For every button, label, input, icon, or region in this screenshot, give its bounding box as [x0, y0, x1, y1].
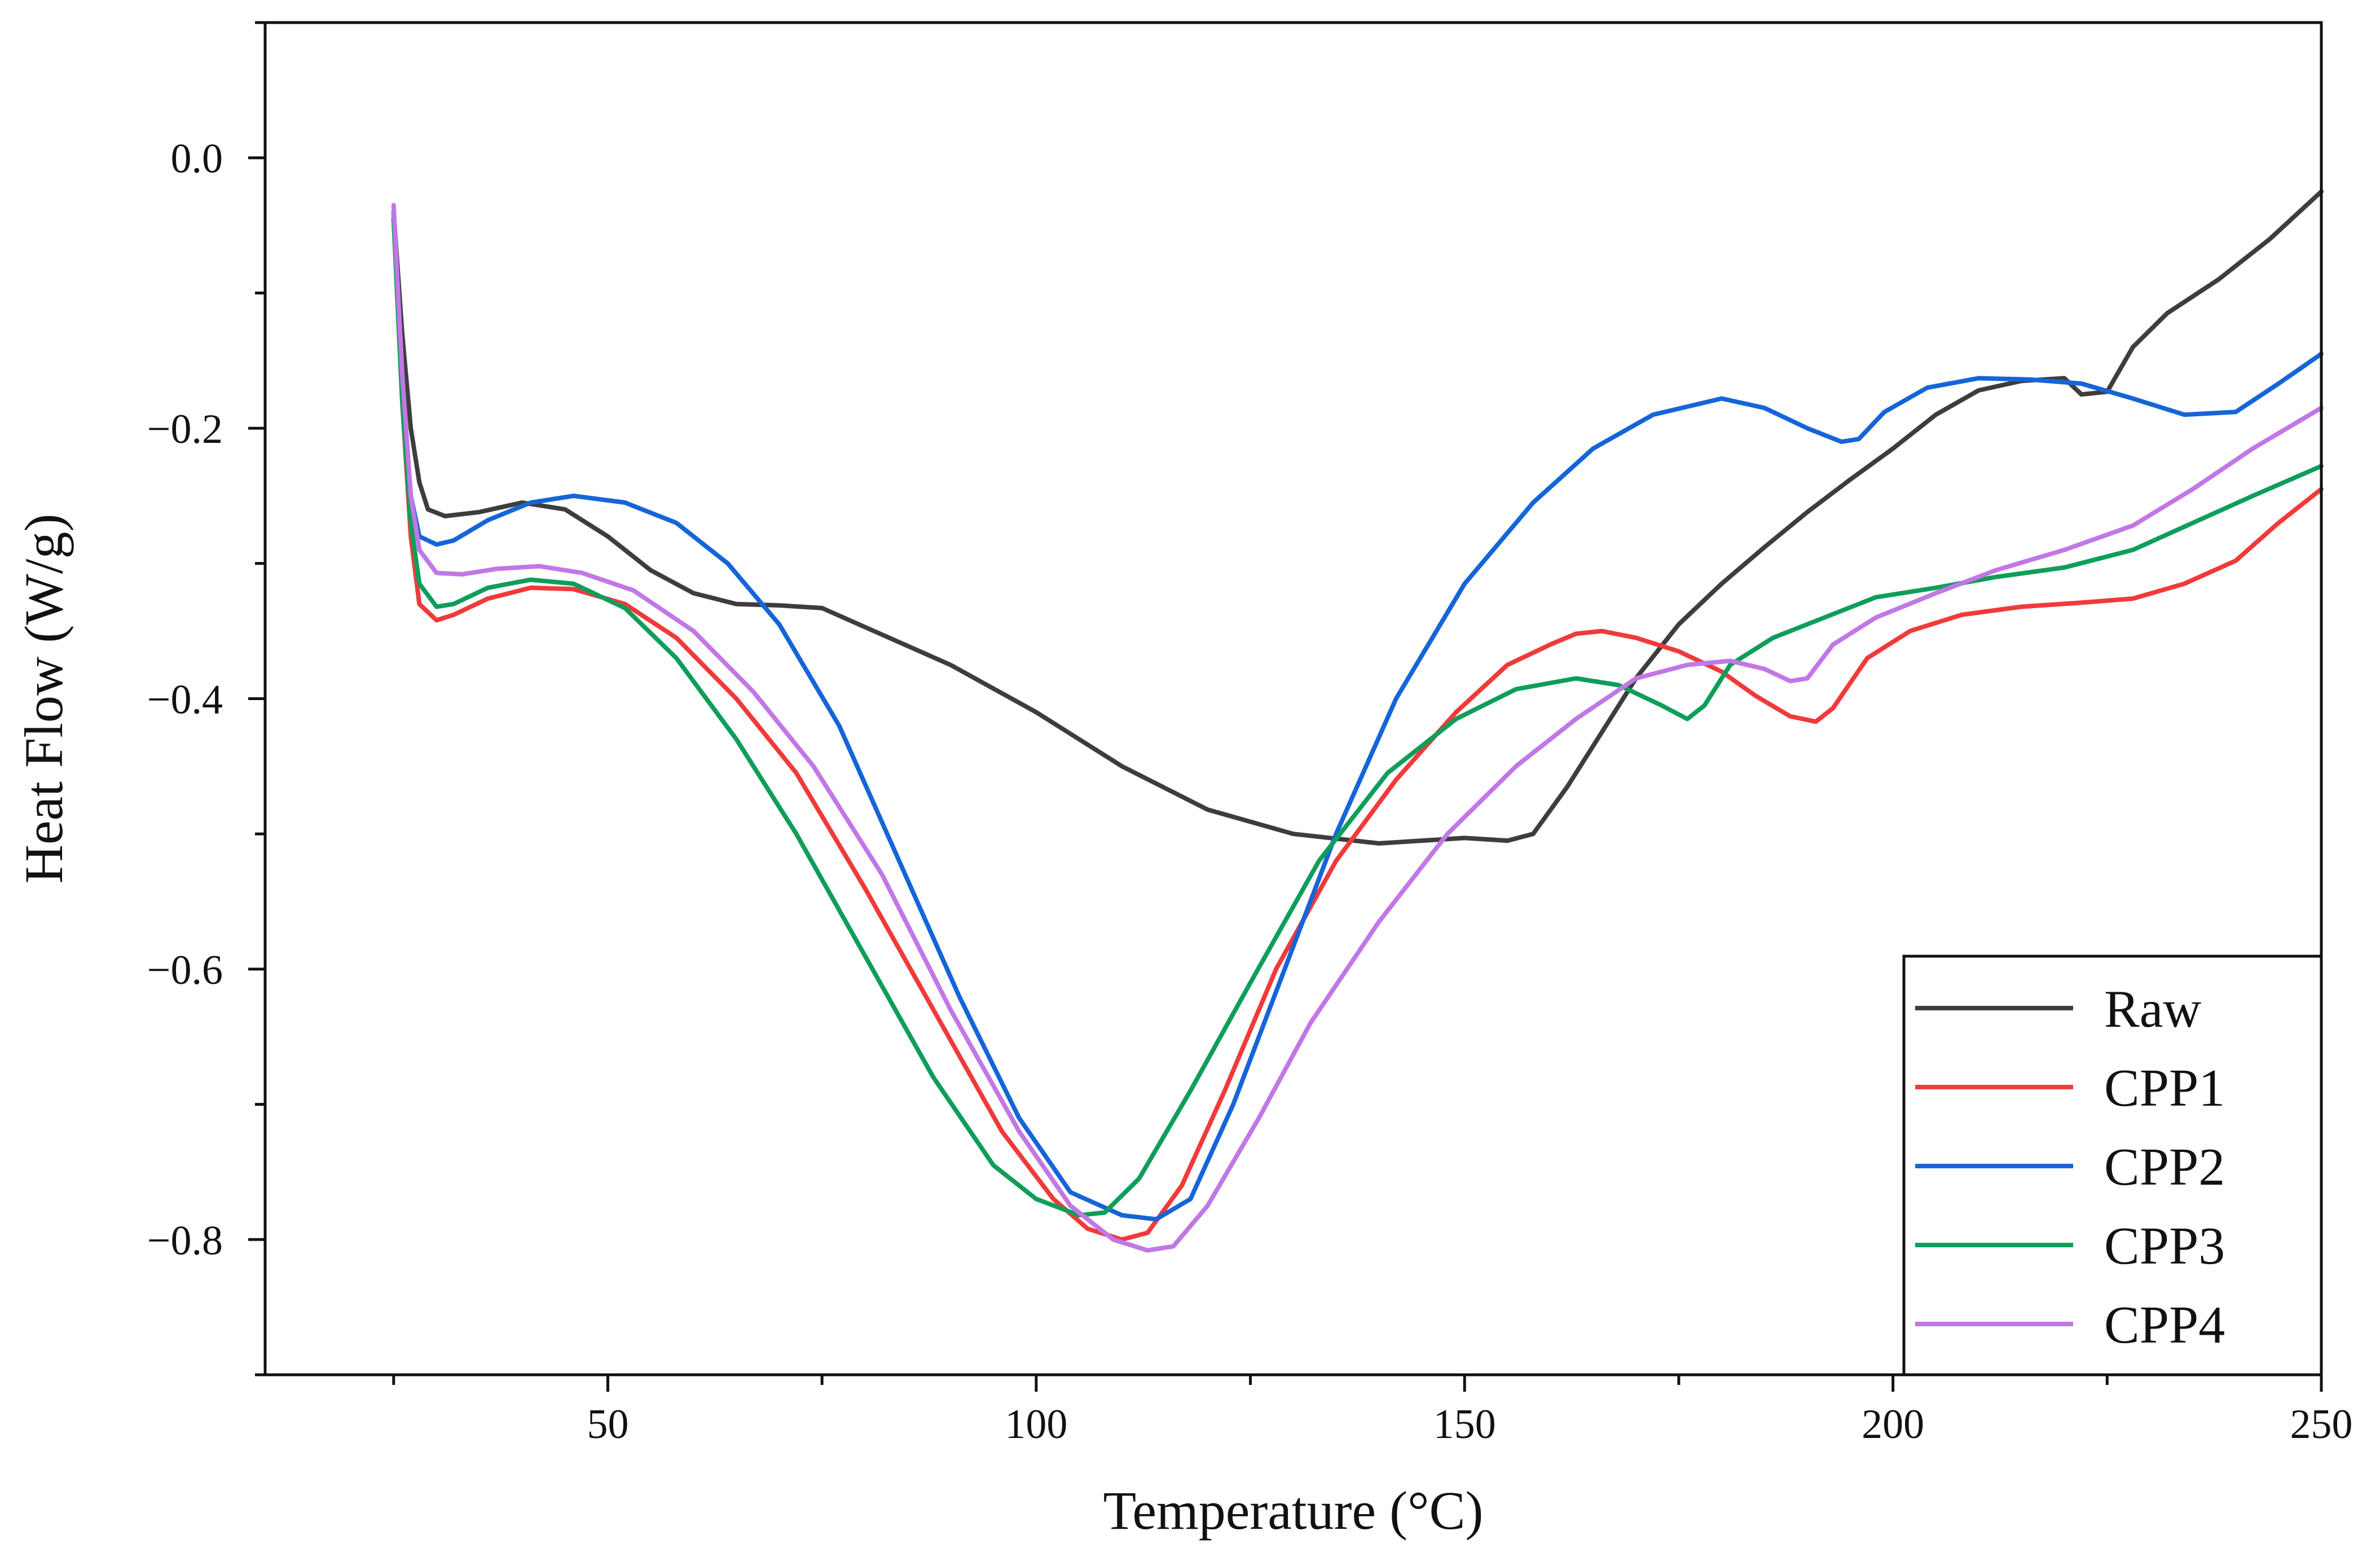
x-tick-label-50: 50 — [587, 1401, 629, 1448]
x-axis-title: Temperature (°C) — [1103, 1480, 1483, 1541]
y-tick-label-0: 0.0 — [171, 136, 223, 182]
ticks-layer — [248, 21, 2323, 1392]
legend-label-cpp4: CPP4 — [2104, 1296, 2225, 1354]
legend-label-cpp1: CPP1 — [2104, 1059, 2225, 1118]
series-layer — [391, 189, 2324, 1253]
y-tick-label-2: −0.4 — [147, 677, 223, 723]
y-axis-title: Heat Flow (W/g) — [14, 514, 74, 884]
legend: Raw CPP1 CPP2 CPP3 CPP4 — [1902, 955, 2323, 1376]
y-tick-label-4: −0.8 — [147, 1217, 223, 1264]
y-tick-label-3: −0.6 — [147, 947, 223, 993]
tick-labels-layer: 50 100 150 200 250 0.0 −0.2 −0.4 −0.6 −0.8 — [147, 136, 2353, 1448]
y-tick-label-1: −0.2 — [147, 406, 223, 452]
x-tick-label-200: 200 — [1862, 1401, 1924, 1448]
x-tick-label-250: 250 — [2290, 1401, 2353, 1448]
x-tick-label-150: 150 — [1433, 1401, 1496, 1448]
series-line-cpp4 — [391, 203, 2324, 1253]
legend-label-cpp3: CPP3 — [2104, 1217, 2225, 1275]
legend-label-raw: Raw — [2104, 980, 2201, 1039]
x-tick-label-100: 100 — [1005, 1401, 1067, 1448]
series-line-cpp2 — [391, 216, 2324, 1222]
legend-label-cpp2: CPP2 — [2104, 1138, 2225, 1197]
series-line-cpp3 — [391, 216, 2324, 1218]
series-line-cpp1 — [391, 216, 2324, 1242]
legend-items: Raw CPP1 CPP2 CPP3 CPP4 — [1915, 980, 2225, 1354]
